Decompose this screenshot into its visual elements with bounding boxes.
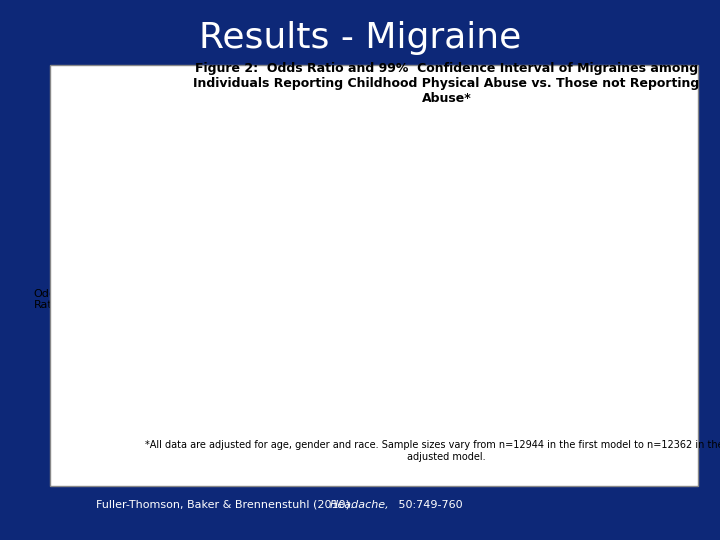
Text: Headache,: Headache,: [330, 500, 390, 510]
Text: Results - Migraine: Results - Migraine: [199, 21, 521, 55]
Text: 50:749-760: 50:749-760: [360, 500, 463, 510]
Text: Fuller-Thomson, Baker & Brennenstuhl (2010).: Fuller-Thomson, Baker & Brennenstuhl (20…: [96, 500, 360, 510]
Text: 1,68: 1,68: [516, 253, 541, 263]
Text: 1,47: 1,47: [585, 273, 609, 284]
Text: 1,77: 1,77: [174, 244, 199, 254]
Text: Figure 2:  Odds Ratio and 99%  Confidence Interval of Migraines among
Individual: Figure 2: Odds Ratio and 99% Confidence …: [193, 62, 700, 105]
Text: *All data are adjusted for age, gender and race. Sample sizes vary from n=12944 : *All data are adjusted for age, gender a…: [145, 440, 720, 462]
Y-axis label: Odds
Ratio: Odds Ratio: [34, 289, 63, 310]
Text: 1,82: 1,82: [242, 239, 267, 249]
Text: 1,36: 1,36: [653, 284, 678, 294]
Text: 1,57: 1,57: [448, 264, 472, 274]
Bar: [122, 324, 684, 421]
Text: 1,68: 1,68: [311, 253, 336, 263]
Text: 1,77: 1,77: [379, 244, 404, 254]
